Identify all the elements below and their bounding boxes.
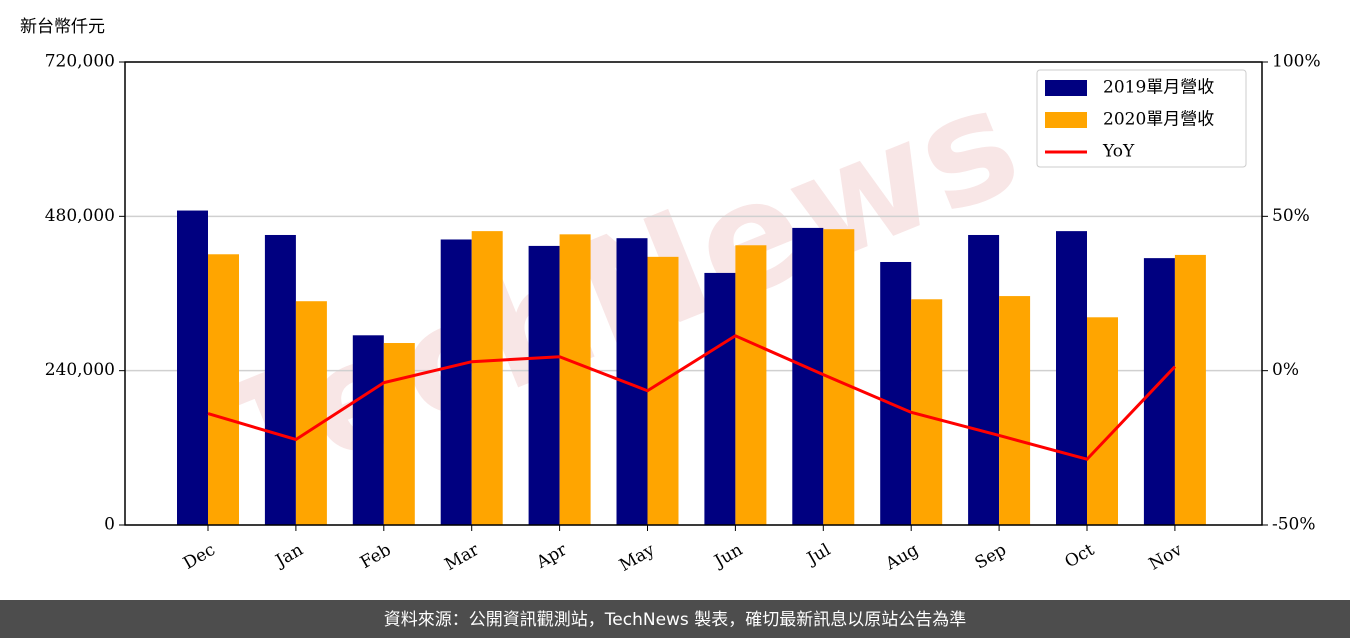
bar	[880, 261, 912, 525]
x-tick-label: Nov	[1146, 540, 1186, 575]
y-tick-label: 0	[104, 515, 115, 535]
x-tick-label: Aug	[882, 540, 923, 575]
plot-frame	[124, 61, 1263, 526]
bar	[1174, 254, 1206, 525]
bar	[471, 231, 503, 526]
bar	[383, 343, 415, 525]
y2-tick-label: -50%	[1272, 515, 1316, 535]
x-tick-label: May	[616, 540, 659, 576]
bar	[1087, 317, 1118, 525]
bar	[911, 299, 943, 525]
bar	[704, 272, 736, 525]
bar	[1056, 231, 1087, 526]
y-tick-label: 240,000	[45, 360, 115, 380]
y2-tick-label: 50%	[1272, 206, 1310, 226]
legend-label: YoY	[1102, 142, 1135, 162]
y2-tick-label: 100%	[1272, 52, 1321, 72]
bar	[559, 234, 591, 526]
bar	[528, 245, 560, 526]
y-tick-label: 720,000	[45, 52, 115, 72]
bar	[440, 239, 472, 525]
x-tick-label: Jul	[802, 540, 834, 570]
bar	[177, 210, 208, 525]
x-tick-label: Apr	[532, 539, 571, 573]
footer: 資料來源：公開資訊觀測站，TechNews 製表，確切最新訊息以原站公告為準	[384, 610, 966, 630]
y-tick-label: 480,000	[45, 206, 115, 226]
legend-label: 2020單月營收	[1103, 110, 1214, 130]
bar	[208, 254, 239, 525]
x-tick-label: Sep	[972, 540, 1010, 574]
bar	[968, 234, 1000, 526]
yoy-line	[207, 334, 1176, 461]
x-tick-label: Oct	[1062, 540, 1098, 573]
legend-box	[1036, 69, 1247, 168]
legend-swatch	[1045, 112, 1087, 128]
bar	[647, 256, 679, 525]
y-axis-label: 新台幣仟元	[20, 17, 105, 37]
legend-swatch	[1045, 80, 1087, 96]
bar	[792, 227, 824, 526]
bar	[1143, 258, 1175, 525]
legend-label: 2019單月營收	[1103, 78, 1214, 98]
bar	[264, 234, 296, 526]
y2-tick-label: 0%	[1272, 360, 1299, 380]
x-tick-label: Dec	[180, 540, 219, 574]
x-tick-label: Feb	[357, 540, 395, 573]
bar	[999, 296, 1031, 525]
x-tick-label: Jan	[271, 540, 307, 572]
bar	[295, 301, 327, 525]
bar	[735, 245, 767, 526]
x-tick-label: Jun	[710, 540, 747, 573]
footer-bar	[0, 600, 1350, 638]
x-tick-label: Mar	[442, 539, 484, 575]
bar	[352, 335, 384, 525]
